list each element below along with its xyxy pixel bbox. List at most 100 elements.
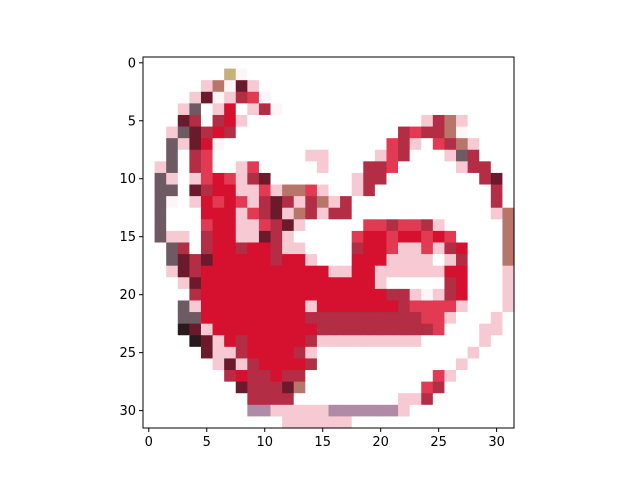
heatmap-cell	[409, 149, 422, 162]
heatmap-cell	[258, 207, 272, 220]
heatmap-cell	[479, 254, 492, 267]
heatmap-cell	[398, 230, 411, 244]
heatmap-cell	[166, 416, 179, 429]
heatmap-cell	[340, 126, 353, 139]
heatmap-cell	[270, 172, 283, 186]
heatmap-cell	[282, 126, 295, 139]
heatmap-cell	[456, 230, 469, 244]
heatmap-cell	[247, 346, 260, 360]
heatmap-cell	[398, 288, 411, 302]
heatmap-cell	[502, 381, 515, 394]
heatmap-cell	[340, 288, 353, 302]
heatmap-cell	[247, 196, 260, 209]
heatmap-cell	[293, 207, 306, 220]
heatmap-cell	[235, 416, 248, 429]
heatmap-cell	[456, 370, 469, 383]
heatmap-cell	[305, 172, 318, 186]
heatmap-cell	[467, 114, 480, 128]
heatmap-cell	[467, 277, 480, 290]
heatmap-cell	[340, 393, 353, 406]
heatmap-cell	[154, 312, 167, 325]
heatmap-cell	[316, 370, 330, 383]
heatmap-cell	[143, 219, 156, 232]
heatmap-cell	[398, 277, 411, 290]
heatmap-cell	[502, 161, 515, 174]
heatmap-cell	[398, 254, 411, 267]
heatmap-cell	[316, 288, 330, 302]
heatmap-cell	[177, 138, 190, 151]
heatmap-cell	[224, 277, 237, 290]
heatmap-cell	[490, 288, 503, 302]
heatmap-cell	[270, 114, 283, 128]
heatmap-cell	[432, 80, 446, 93]
heatmap-cell	[409, 219, 422, 232]
heatmap-cell	[143, 184, 156, 197]
heatmap-cell	[235, 68, 248, 81]
heatmap-cell	[340, 242, 353, 255]
heatmap-cell	[212, 161, 225, 174]
heatmap-cell	[398, 172, 411, 186]
heatmap-cell	[293, 393, 306, 406]
heatmap-cell	[200, 126, 214, 139]
heatmap-cell	[363, 242, 376, 255]
heatmap-cell	[247, 80, 260, 93]
heatmap-cell	[456, 288, 469, 302]
heatmap-cell	[166, 103, 179, 116]
heatmap-cell	[467, 91, 480, 104]
heatmap-cell	[247, 370, 260, 383]
heatmap-cell	[502, 126, 515, 139]
heatmap-cell	[467, 242, 480, 255]
heatmap-cell	[258, 277, 272, 290]
heatmap-cell	[305, 91, 318, 104]
heatmap-cell	[247, 416, 260, 429]
heatmap-cell	[363, 254, 376, 267]
heatmap-cell	[258, 254, 272, 267]
heatmap-cell	[374, 230, 388, 244]
heatmap-cell	[177, 91, 190, 104]
heatmap-cell	[398, 312, 411, 325]
heatmap-cell	[293, 126, 306, 139]
heatmap-cell	[432, 335, 446, 348]
heatmap-cell	[363, 184, 376, 197]
heatmap-cell	[386, 149, 399, 162]
heatmap-cell	[212, 80, 225, 93]
heatmap-cell	[432, 288, 446, 302]
heatmap-cell	[386, 114, 399, 128]
heatmap-cell	[490, 358, 503, 371]
heatmap-cell	[282, 404, 295, 417]
heatmap-cell	[363, 381, 376, 394]
heatmap-cell	[305, 358, 318, 371]
heatmap-cell	[177, 265, 190, 278]
heatmap-cell	[293, 114, 306, 128]
heatmap-cell	[351, 265, 364, 278]
heatmap-cell	[200, 254, 214, 267]
heatmap-cell	[432, 312, 446, 325]
heatmap-cell	[374, 184, 388, 197]
heatmap-cell	[456, 196, 469, 209]
heatmap-cell	[398, 161, 411, 174]
heatmap-cell	[490, 219, 503, 232]
heatmap-cell	[143, 288, 156, 302]
heatmap-cell	[212, 103, 225, 116]
heatmap-cell	[212, 277, 225, 290]
heatmap-cell	[386, 404, 399, 417]
heatmap-cell	[467, 335, 480, 348]
heatmap-cell	[328, 126, 341, 139]
heatmap-cell	[258, 265, 272, 278]
heatmap-cell	[212, 149, 225, 162]
heatmap-cell	[143, 323, 156, 336]
heatmap-cell	[490, 393, 503, 406]
heatmap-cell	[432, 404, 446, 417]
heatmap-cell	[212, 138, 225, 151]
heatmap-cell	[490, 242, 503, 255]
heatmap-cell	[305, 335, 318, 348]
heatmap-cell	[328, 91, 341, 104]
heatmap-cell	[409, 346, 422, 360]
heatmap-cell	[432, 172, 446, 186]
heatmap-cell	[247, 161, 260, 174]
heatmap-cell	[189, 416, 202, 429]
heatmap-cell	[282, 161, 295, 174]
heatmap-cell	[235, 207, 248, 220]
heatmap-cell	[467, 196, 480, 209]
